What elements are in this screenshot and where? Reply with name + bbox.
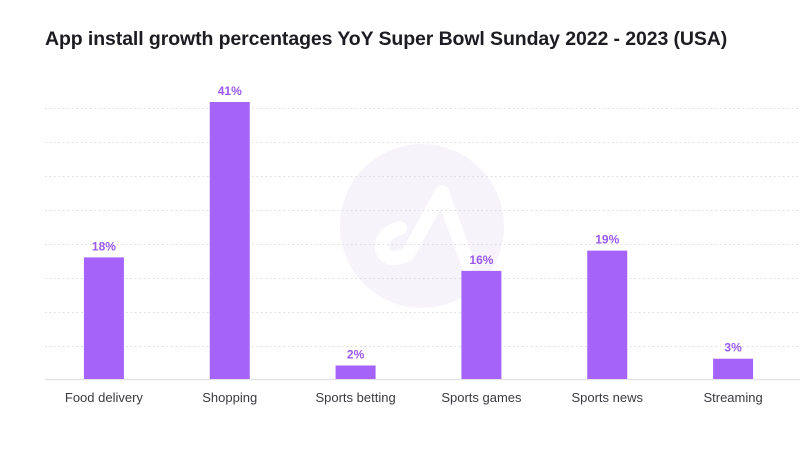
bar-streaming (713, 358, 754, 379)
data-label: 19% (595, 233, 619, 247)
data-label: 2% (347, 347, 365, 361)
watermark-logo-icon (340, 144, 504, 308)
bar-shopping (209, 102, 250, 379)
data-label: 16% (469, 253, 493, 267)
data-label: 41% (218, 84, 242, 98)
x-tick-label: Sports games (441, 390, 522, 405)
x-tick-label: Streaming (703, 390, 762, 405)
x-tick-label: Sports news (571, 390, 643, 405)
chart-title: App install growth percentages YoY Super… (45, 28, 728, 50)
bar-sports-betting (335, 365, 376, 379)
data-label: 18% (92, 239, 116, 253)
bar-food-delivery (83, 257, 124, 379)
data-label: 3% (724, 341, 742, 355)
bar-sports-games (461, 270, 502, 379)
x-tick-label: Food delivery (65, 390, 144, 405)
bar-sports-news (587, 250, 628, 379)
x-tick-label: Sports betting (315, 390, 395, 405)
x-tick-label: Shopping (202, 390, 257, 405)
